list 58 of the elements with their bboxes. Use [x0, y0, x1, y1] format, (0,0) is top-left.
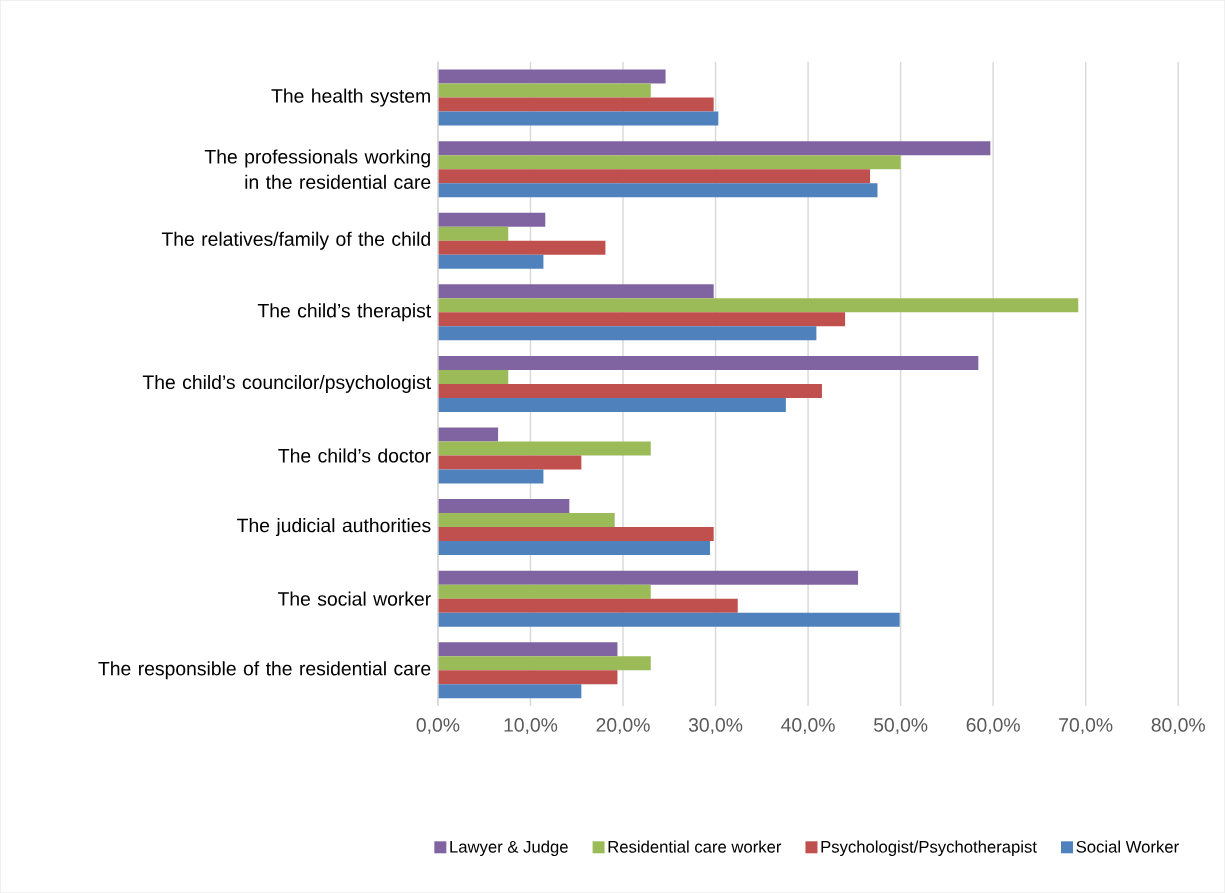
y-tick-label: The professionals working in the residential care: [204, 149, 431, 190]
bar: [437, 427, 499, 442]
bar: [437, 155, 901, 170]
bar: [437, 455, 582, 470]
y-tick-label: The judicial authorities: [237, 518, 431, 537]
bar: [437, 312, 846, 327]
x-tick-label: 80,0%: [1151, 718, 1205, 735]
bar: [437, 111, 719, 126]
bar: [437, 298, 1079, 313]
x-tick-label: 50,0%: [873, 718, 928, 735]
x-tick-label: 10,0%: [504, 718, 558, 735]
bar: [437, 527, 714, 542]
bar: [437, 83, 651, 98]
y-tick-label: The child’s councilor/psychologist: [142, 374, 432, 393]
y-tick-label: The child’s therapist: [257, 303, 432, 322]
legend-label: Lawyer & Judge: [450, 840, 568, 857]
y-tick-label: The relatives/family of the child: [161, 231, 430, 250]
bar: [437, 441, 651, 456]
bar: [437, 141, 991, 156]
y-tick-label: The health system: [271, 88, 430, 107]
y-tick-label: The child’s doctor: [278, 448, 431, 463]
bar: [437, 355, 979, 370]
legend-label: Psychologist/Psychotherapist: [821, 840, 1037, 857]
x-tick-label: 30,0%: [688, 718, 743, 735]
bar: [437, 670, 618, 685]
bar: [437, 212, 546, 227]
bar: [437, 570, 859, 585]
bar: [437, 226, 509, 241]
bar: [437, 97, 714, 112]
bar: [437, 642, 618, 657]
bar: [437, 183, 878, 198]
bar: [437, 684, 582, 699]
bar: [437, 598, 738, 613]
bar: [437, 326, 817, 341]
bar: [437, 240, 606, 255]
bar: [437, 284, 714, 299]
bar: [437, 383, 822, 398]
bar: [437, 612, 900, 627]
x-tick-label: 0,0%: [416, 718, 460, 735]
bar: [437, 584, 651, 599]
legend-label: Residential care worker: [608, 840, 782, 853]
bar: [437, 499, 570, 514]
y-tick-label: The responsible of the residential care: [98, 661, 431, 680]
x-tick-label: 20,0%: [596, 718, 650, 735]
bar: [437, 656, 651, 671]
bar: [437, 69, 666, 84]
x-tick-label: 60,0%: [966, 718, 1020, 735]
x-tick-label: 70,0%: [1059, 718, 1113, 735]
y-tick-label: The social worker: [277, 591, 431, 606]
bar: [437, 254, 544, 269]
bar: [437, 541, 710, 556]
bar: [437, 369, 509, 384]
bar: [437, 397, 786, 412]
x-tick-label: 40,0%: [781, 718, 835, 735]
bar: [437, 513, 615, 528]
legend-label: Social Worker: [1076, 840, 1179, 853]
bar: [437, 469, 544, 484]
bar: [437, 169, 871, 184]
